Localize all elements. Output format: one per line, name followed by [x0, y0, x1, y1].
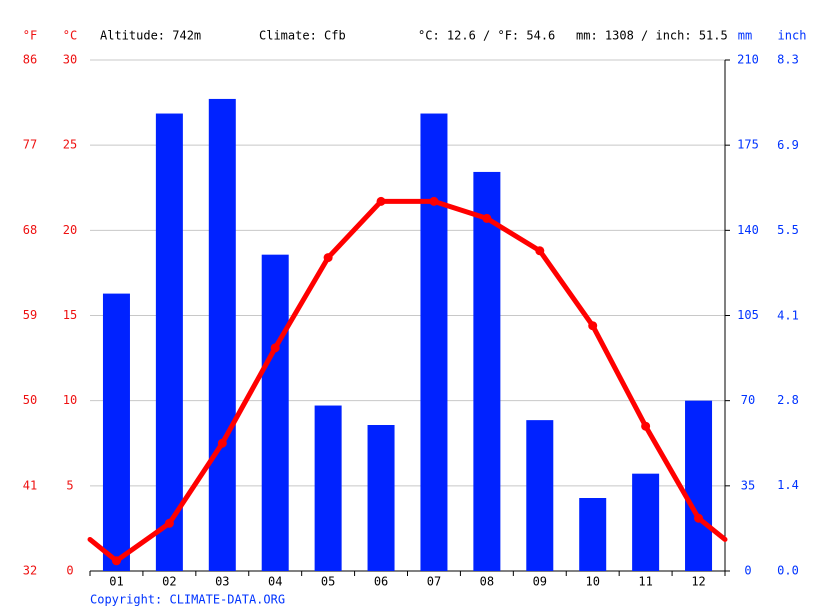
bar: [420, 113, 448, 572]
x-tick-label: 01: [109, 575, 123, 589]
c-tick-label: 10: [63, 393, 77, 407]
inch-tick-label: 2.8: [777, 393, 799, 407]
line-point: [323, 253, 333, 263]
f-tick-label: 59: [23, 308, 37, 322]
climate: Climate: Cfb: [259, 29, 346, 43]
f-unit: °F: [23, 29, 37, 43]
temp-average: °C: 12.6 / °F: 54.6: [418, 29, 555, 43]
c-tick-label: 20: [63, 223, 77, 237]
mm-tick-label: 140: [737, 223, 759, 237]
x-tick-label: 05: [321, 575, 335, 589]
x-tick-label: 09: [533, 575, 547, 589]
f-tick-label: 32: [23, 564, 37, 578]
copyright: Copyright: CLIMATE-DATA.ORG: [90, 593, 285, 607]
bar: [473, 171, 501, 571]
bar: [526, 420, 554, 571]
inch-tick-label: 6.9: [777, 138, 799, 152]
line-point: [535, 246, 545, 256]
x-tick-label: 08: [480, 575, 494, 589]
c-tick-label: 0: [66, 564, 73, 578]
bar: [579, 498, 607, 571]
f-tick-label: 77: [23, 138, 37, 152]
line-point: [111, 556, 121, 566]
mm-tick-label: 175: [737, 138, 759, 152]
temperature-line: [115, 198, 701, 563]
x-tick-label: 10: [585, 575, 599, 589]
x-tick-label: 12: [691, 575, 705, 589]
c-tick-label: 30: [63, 53, 77, 67]
f-tick-label: 68: [23, 223, 37, 237]
line-point: [694, 513, 704, 523]
x-tick-label: 03: [215, 575, 229, 589]
bar: [155, 113, 183, 572]
inch-tick-label: 4.1: [777, 308, 799, 322]
x-tick-label: 06: [374, 575, 388, 589]
c-tick-label: 15: [63, 308, 77, 322]
x-tick-label: 07: [427, 575, 441, 589]
line-point: [482, 213, 492, 223]
inch-tick-label: 0.0: [777, 564, 799, 578]
inch-tick-label: 5.5: [777, 223, 799, 237]
f-tick-label: 41: [23, 478, 37, 492]
inch-tick-label: 1.4: [777, 478, 799, 492]
c-unit: °C: [63, 29, 77, 43]
altitude: Altitude: 742m: [100, 29, 201, 43]
mm-tick-label: 0: [744, 564, 751, 578]
c-tick-label: 5: [66, 478, 73, 492]
x-tick-label: 11: [638, 575, 652, 589]
precip-total: mm: 1308 / inch: 51.5: [576, 29, 728, 43]
bar: [102, 293, 130, 571]
f-tick-label: 50: [23, 393, 37, 407]
line-wrap: [696, 515, 728, 542]
line-point: [164, 518, 174, 528]
c-tick-label: 25: [63, 138, 77, 152]
x-tick-label: 02: [162, 575, 176, 589]
line-point: [588, 321, 598, 331]
line-point: [217, 438, 227, 448]
bar: [208, 98, 236, 571]
line-point: [270, 343, 280, 353]
line-point: [641, 421, 651, 431]
mm-unit: mm: [738, 29, 752, 43]
mm-tick-label: 70: [741, 393, 755, 407]
line-point: [376, 196, 386, 206]
bar: [314, 405, 342, 571]
bar: [261, 254, 289, 571]
mm-tick-label: 105: [737, 308, 759, 322]
inch-unit: inch: [778, 29, 807, 43]
inch-tick-label: 8.3: [777, 53, 799, 67]
bar: [685, 400, 713, 571]
bar: [632, 473, 660, 571]
bar: [367, 425, 395, 571]
f-tick-label: 86: [23, 53, 37, 67]
line-point: [429, 196, 439, 206]
x-tick-label: 04: [268, 575, 282, 589]
mm-tick-label: 35: [741, 478, 755, 492]
mm-tick-label: 210: [737, 53, 759, 67]
line-wrap: [87, 536, 119, 564]
